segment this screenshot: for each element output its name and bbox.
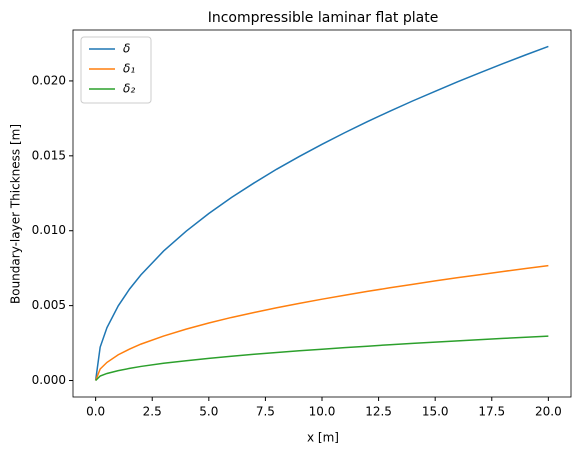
series-line <box>95 335 549 382</box>
x-tick-label: 10.0 <box>309 405 336 419</box>
y-axis-label: Boundary-layer Thickness [m] <box>9 124 23 304</box>
x-tick-label: 12.5 <box>365 405 392 419</box>
y-tick-label: 0.020 <box>32 73 66 87</box>
legend-label: δ₁ <box>123 62 135 76</box>
y-tick-label: 0.005 <box>32 298 66 312</box>
y-tick-label: 0.000 <box>32 373 66 387</box>
series-line <box>94 45 549 381</box>
y-tick-label: 0.015 <box>32 148 66 162</box>
legend-label: δ <box>123 42 130 56</box>
legend-box <box>80 36 152 104</box>
plot-frame <box>72 29 572 398</box>
x-tick-label: 20.0 <box>535 405 562 419</box>
x-tick-label: 0.0 <box>86 405 105 419</box>
x-tick-label: 2.5 <box>143 405 162 419</box>
legend-label: δ₂ <box>123 82 135 96</box>
x-tick-label: 15.0 <box>422 405 449 419</box>
y-tick-label: 0.010 <box>32 223 66 237</box>
series-line <box>94 264 549 381</box>
legend: δ δ₁ δ₂ <box>80 36 152 104</box>
x-axis-label: x [m] <box>307 431 339 445</box>
x-tick-label: 7.5 <box>256 405 275 419</box>
chart-title: Incompressible laminar flat plate <box>208 10 439 26</box>
x-tick-label: 17.5 <box>478 405 505 419</box>
x-tick-label: 5.0 <box>199 405 218 419</box>
